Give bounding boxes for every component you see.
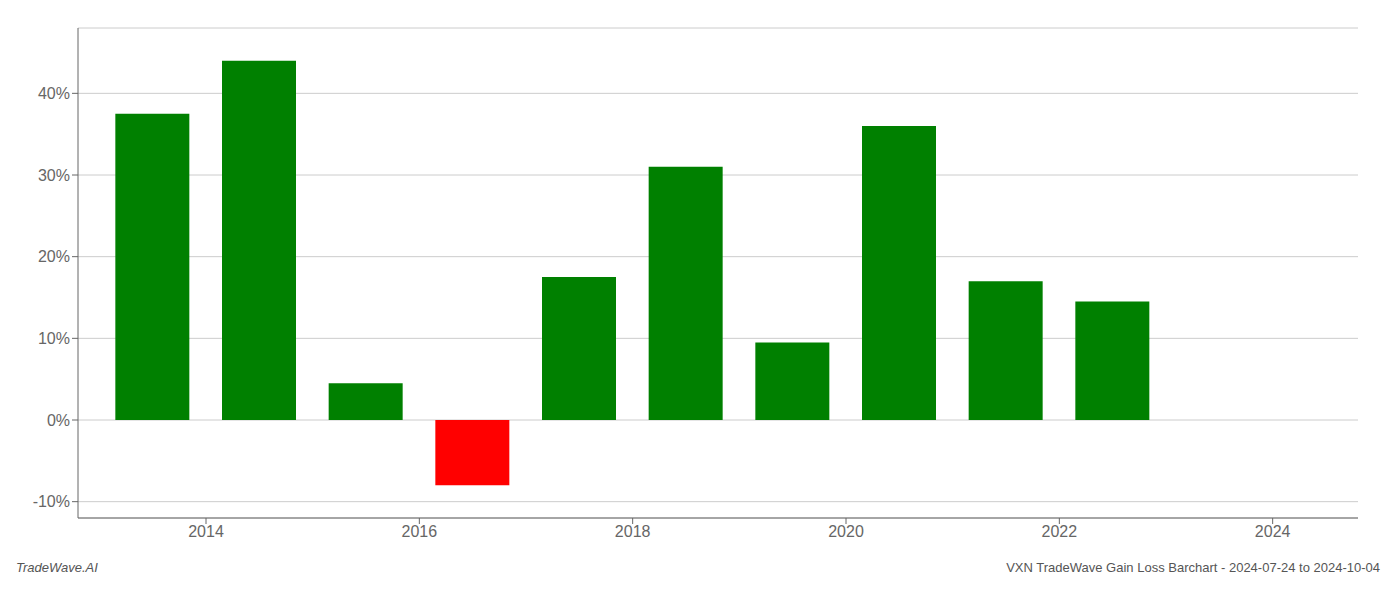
svg-text:2024: 2024 xyxy=(1255,523,1291,540)
svg-text:20%: 20% xyxy=(38,248,70,265)
html-text:VXN TradeWave Gain Loss Barcha: VXN TradeWave Gain Loss Barchart - 2024-… xyxy=(1006,560,1380,575)
svg-text:10%: 10% xyxy=(38,330,70,347)
svg-text:-10%: -10% xyxy=(33,493,70,510)
svg-text:0%: 0% xyxy=(47,412,70,429)
svg-text:30%: 30% xyxy=(38,167,70,184)
svg-text:2014: 2014 xyxy=(188,523,224,540)
svg-text:2020: 2020 xyxy=(828,523,864,540)
svg-text:2022: 2022 xyxy=(1042,523,1078,540)
html-text:TradeWave.AI: TradeWave.AI xyxy=(16,560,98,575)
svg-text:40%: 40% xyxy=(38,85,70,102)
svg-text:2018: 2018 xyxy=(615,523,651,540)
svg-text:2016: 2016 xyxy=(402,523,438,540)
